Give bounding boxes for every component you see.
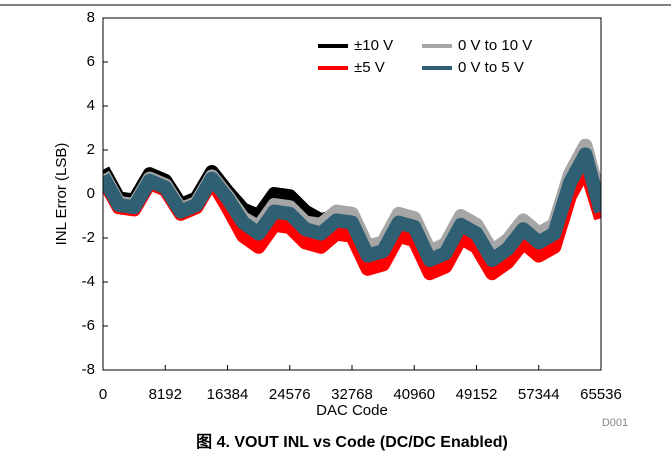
plot-lines xyxy=(103,138,601,281)
x-tick-label: 40960 xyxy=(393,386,435,403)
y-tick-label: -8 xyxy=(82,361,95,378)
y-axis-label: INL Error (LSB) xyxy=(53,143,70,246)
legend-label: ±5 V xyxy=(354,59,385,76)
figure-id: D001 xyxy=(602,417,628,429)
chart-title: 图 4. VOUT INL vs Code (DC/DC Enabled) xyxy=(196,433,508,451)
x-tick-label: 16384 xyxy=(207,386,249,403)
y-tick-label: 2 xyxy=(87,141,95,158)
x-tick-label: 65536 xyxy=(580,386,622,403)
y-tick-label: 0 xyxy=(87,185,95,202)
x-axis-label: DAC Code xyxy=(316,402,388,419)
x-tick-label: 24576 xyxy=(269,386,311,403)
legend-label: 0 V to 10 V xyxy=(458,37,532,54)
x-tick-label: 57344 xyxy=(518,386,560,403)
legend-label: 0 V to 5 V xyxy=(458,59,524,76)
y-tick-label: -6 xyxy=(82,317,95,334)
series-line xyxy=(103,147,601,267)
y-tick-label: 4 xyxy=(87,97,95,114)
x-tick-label: 8192 xyxy=(149,386,182,403)
legend-label: ±10 V xyxy=(354,37,393,54)
y-tick-label: 8 xyxy=(87,9,95,26)
x-tick-label: 0 xyxy=(99,386,107,403)
x-tick-label: 32768 xyxy=(331,386,373,403)
x-tick-label: 49152 xyxy=(456,386,498,403)
plot-frame xyxy=(102,17,602,371)
y-tick-label: -2 xyxy=(82,229,95,246)
y-tick-label: -4 xyxy=(82,273,95,290)
y-tick-label: 6 xyxy=(87,53,95,70)
